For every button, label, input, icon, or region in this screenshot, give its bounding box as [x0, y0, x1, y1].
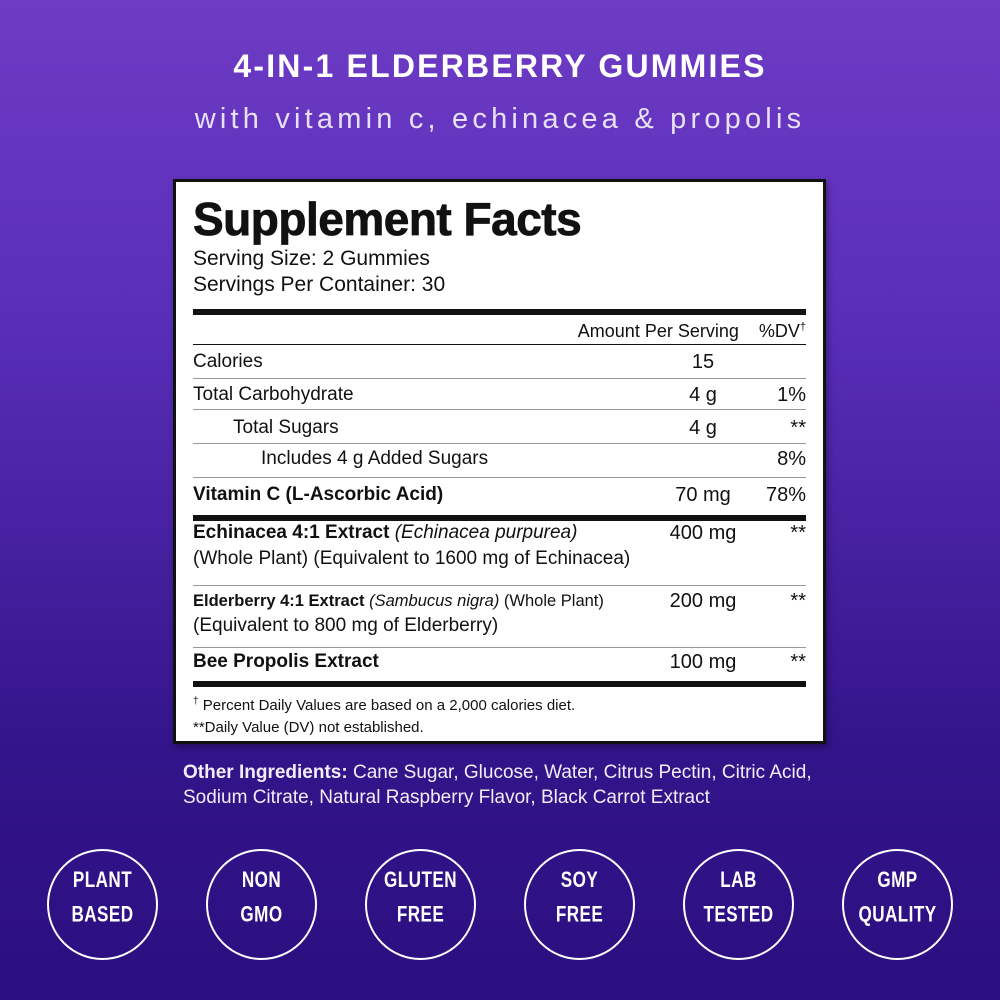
svg-text:TESTED: TESTED [703, 903, 773, 928]
svg-text:GMP: GMP [877, 868, 917, 893]
svg-text:QUALITY: QUALITY [858, 903, 936, 928]
svg-text:SOY: SOY [560, 868, 597, 893]
svg-text:GLUTEN: GLUTEN [384, 868, 457, 893]
svg-text:FREE: FREE [555, 903, 602, 928]
svg-text:PLANT: PLANT [72, 868, 131, 893]
svg-text:BASED: BASED [71, 903, 133, 928]
svg-text:GMO: GMO [240, 903, 282, 928]
svg-text:FREE: FREE [396, 903, 443, 928]
svg-text:LAB: LAB [720, 868, 756, 893]
svg-text:NON: NON [241, 868, 280, 893]
